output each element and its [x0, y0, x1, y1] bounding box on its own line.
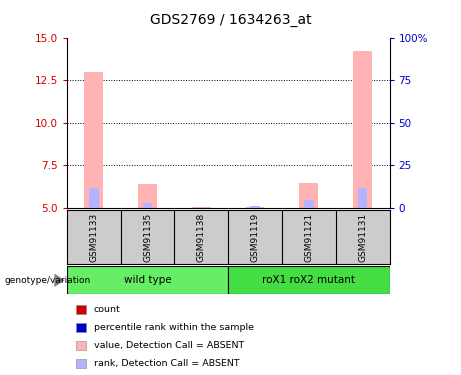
Bar [89, 188, 99, 208]
Polygon shape [54, 274, 65, 287]
Bar [84, 72, 103, 208]
Bar [138, 184, 157, 208]
Text: rank, Detection Call = ABSENT: rank, Detection Call = ABSENT [94, 359, 239, 368]
Text: value, Detection Call = ABSENT: value, Detection Call = ABSENT [94, 341, 244, 350]
Text: GSM91133: GSM91133 [89, 213, 98, 262]
Bar [246, 207, 265, 208]
Text: GSM91138: GSM91138 [197, 213, 206, 262]
Bar [192, 207, 211, 208]
Text: wild type: wild type [124, 275, 171, 285]
Bar [304, 200, 313, 208]
Bar [358, 188, 367, 208]
Bar [300, 183, 318, 208]
Text: GSM91135: GSM91135 [143, 213, 152, 262]
Text: GSM91121: GSM91121 [304, 213, 313, 262]
Bar [228, 266, 390, 294]
Bar [353, 51, 372, 208]
Text: count: count [94, 305, 120, 314]
Text: GDS2769 / 1634263_at: GDS2769 / 1634263_at [150, 13, 311, 27]
Bar [142, 203, 152, 208]
Text: roX1 roX2 mutant: roX1 roX2 mutant [262, 275, 355, 285]
Text: GSM91119: GSM91119 [251, 213, 260, 262]
Text: GSM91131: GSM91131 [358, 213, 367, 262]
Text: genotype/variation: genotype/variation [5, 276, 91, 285]
Text: percentile rank within the sample: percentile rank within the sample [94, 323, 254, 332]
Bar [67, 266, 228, 294]
Bar [250, 206, 260, 208]
